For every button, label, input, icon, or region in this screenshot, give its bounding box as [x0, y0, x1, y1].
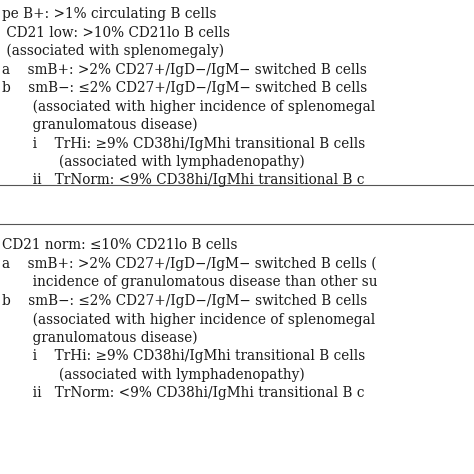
Text: granulomatous disease): granulomatous disease): [2, 118, 198, 132]
Text: ii   TrNorm: <9% CD38hi/IgMhi transitional B c: ii TrNorm: <9% CD38hi/IgMhi transitional…: [2, 173, 365, 188]
Text: i    TrHi: ≥9% CD38hi/IgMhi transitional B cells: i TrHi: ≥9% CD38hi/IgMhi transitional B …: [2, 137, 365, 151]
Text: a    smB+: >2% CD27+/IgD−/IgM− switched B cells (: a smB+: >2% CD27+/IgD−/IgM− switched B c…: [2, 257, 377, 271]
Text: (associated with higher incidence of splenomegal: (associated with higher incidence of spl…: [2, 312, 375, 327]
Text: pe B+: >1% circulating B cells: pe B+: >1% circulating B cells: [2, 7, 217, 21]
Text: (associated with lymphadenopathy): (associated with lymphadenopathy): [2, 368, 305, 382]
Text: granulomatous disease): granulomatous disease): [2, 331, 198, 345]
Text: CD21 norm: ≤10% CD21lo B cells: CD21 norm: ≤10% CD21lo B cells: [2, 238, 238, 253]
Text: CD21 low: >10% CD21lo B cells: CD21 low: >10% CD21lo B cells: [2, 26, 230, 40]
Text: a    smB+: >2% CD27+/IgD−/IgM− switched B cells: a smB+: >2% CD27+/IgD−/IgM− switched B c…: [2, 63, 367, 77]
Text: b    smB−: ≤2% CD27+/IgD−/IgM− switched B cells: b smB−: ≤2% CD27+/IgD−/IgM− switched B c…: [2, 294, 368, 308]
Text: ii   TrNorm: <9% CD38hi/IgMhi transitional B c: ii TrNorm: <9% CD38hi/IgMhi transitional…: [2, 386, 365, 401]
Text: incidence of granulomatous disease than other su: incidence of granulomatous disease than …: [2, 275, 378, 290]
Text: (associated with higher incidence of splenomegal: (associated with higher incidence of spl…: [2, 100, 375, 114]
Text: i    TrHi: ≥9% CD38hi/IgMhi transitional B cells: i TrHi: ≥9% CD38hi/IgMhi transitional B …: [2, 349, 365, 364]
Text: b    smB−: ≤2% CD27+/IgD−/IgM− switched B cells: b smB−: ≤2% CD27+/IgD−/IgM− switched B c…: [2, 81, 368, 95]
Text: (associated with splenomegaly): (associated with splenomegaly): [2, 44, 225, 58]
Text: (associated with lymphadenopathy): (associated with lymphadenopathy): [2, 155, 305, 169]
